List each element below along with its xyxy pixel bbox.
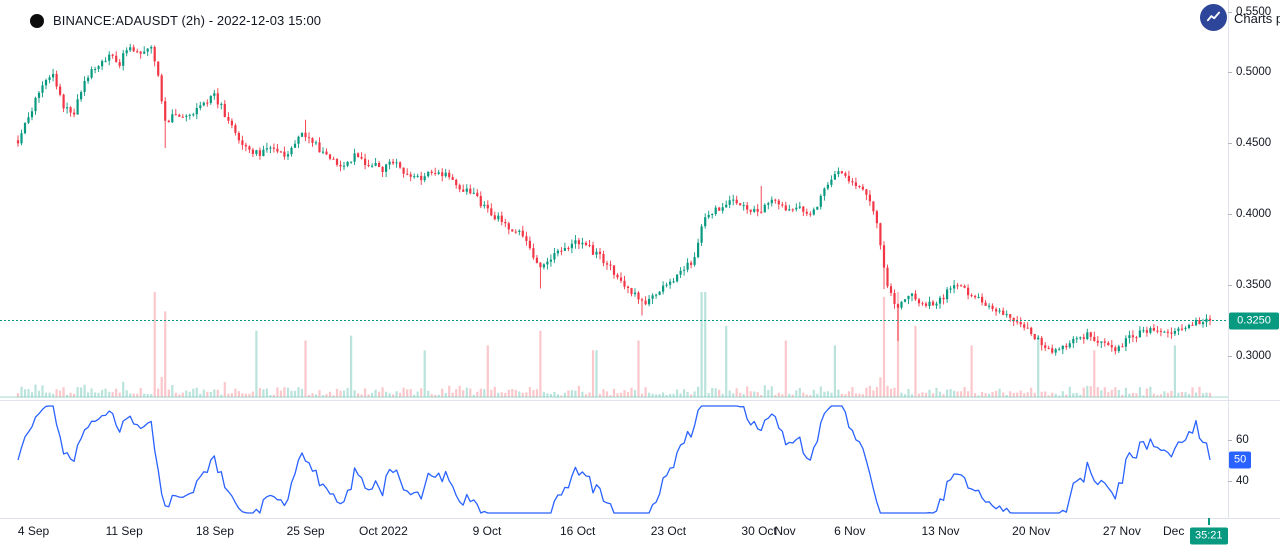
indicator-pane[interactable] xyxy=(0,401,1228,518)
rsi-line xyxy=(17,405,1211,514)
candle-wicks-up xyxy=(21,43,1207,356)
time-axis-label: 9 Oct xyxy=(472,524,502,538)
price-axis-label-tick xyxy=(1228,143,1232,144)
candle-bodies-down xyxy=(16,47,1212,353)
pane-separator[interactable] xyxy=(0,400,1280,401)
time-axis-label: 27 Nov xyxy=(1102,524,1141,538)
current-price-badge: 0.3250 xyxy=(1229,312,1279,329)
price-axis-label: 0.4000 xyxy=(1236,208,1272,220)
time-axis-label: 25 Sep xyxy=(286,524,325,538)
time-axis-label: Nov xyxy=(774,524,796,538)
price-axis-label: 0.3500 xyxy=(1236,279,1272,291)
volume-bars-down xyxy=(16,292,1212,397)
attribution-link[interactable]: Charts p xyxy=(1234,11,1280,26)
indicator-axis-label-tick xyxy=(1228,480,1232,482)
price-axis-label-tick xyxy=(1228,12,1232,13)
price-pane[interactable] xyxy=(0,0,1228,400)
time-axis-label: 13 Nov xyxy=(921,524,960,538)
time-axis-label: 23 Oct xyxy=(650,524,687,538)
bar-countdown-badge: 35:21 xyxy=(1190,527,1228,545)
symbol-title[interactable]: BINANCE:ADAUSDT (2h) - 2022-12-03 15:00 xyxy=(53,13,322,28)
volume-bars-up xyxy=(20,292,1208,397)
price-axis-label: 0.5000 xyxy=(1236,66,1272,78)
time-axis-label: 20 Nov xyxy=(1012,524,1051,538)
volume-baseline xyxy=(0,396,1228,398)
indicator-value-badge: 50 xyxy=(1229,451,1252,469)
symbol-header: BINANCE:ADAUSDT (2h) - 2022-12-03 15:00 xyxy=(30,13,321,28)
price-axis-label: 0.4500 xyxy=(1236,137,1272,149)
price-axis-label-tick xyxy=(1228,285,1232,286)
symbol-logo-icon xyxy=(30,13,44,28)
indicator-axis-label: 60 xyxy=(1236,433,1249,446)
tradingview-logo-icon[interactable] xyxy=(1200,4,1227,31)
price-axis-label-tick xyxy=(1228,214,1232,215)
price-axis-label: 0.5500 xyxy=(1236,6,1272,18)
price-axis-label-tick xyxy=(1228,356,1232,357)
time-axis-border xyxy=(0,518,1280,519)
candle-bodies-up xyxy=(20,47,1208,353)
last-bar-time-tick xyxy=(1208,518,1210,525)
time-axis-label: 6 Nov xyxy=(834,524,866,538)
time-axis-label: 16 Oct xyxy=(560,524,596,538)
time-axis-label: 30 Oct xyxy=(741,524,777,538)
chart-pulse-icon xyxy=(1206,11,1221,22)
indicator-axis-label-tick xyxy=(1228,439,1232,441)
price-axis-border xyxy=(1228,0,1229,518)
time-axis-label: Oct 2022 xyxy=(359,524,408,538)
time-axis-label: 11 Sep xyxy=(105,524,143,538)
indicator-axis-label: 40 xyxy=(1236,474,1249,487)
candle-wicks-down xyxy=(17,44,1211,355)
time-axis-label: Dec xyxy=(1163,524,1185,538)
price-axis-label: 0.3000 xyxy=(1236,350,1272,362)
time-axis-label: 4 Sep xyxy=(17,524,50,538)
time-axis-label: 18 Sep xyxy=(195,524,234,538)
price-axis-label-tick xyxy=(1228,72,1232,73)
